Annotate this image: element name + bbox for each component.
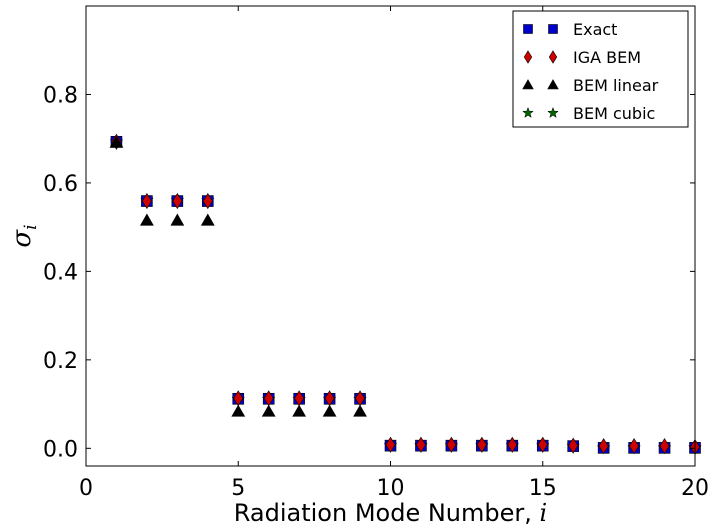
series-exact <box>110 135 701 454</box>
data-point-iga-bem <box>172 193 183 210</box>
data-point-bem-linear <box>261 404 276 417</box>
legend-label-bem-linear: BEM linear <box>573 76 659 95</box>
legend-label-iga-bem: IGA BEM <box>573 48 641 67</box>
axes-layer: 0 5 10 15 20 0.0 0.2 0.4 0.6 0.8 Radiation Mode Nu… <box>7 5 709 527</box>
y-tick-label: 0.6 <box>43 172 78 197</box>
data-point-iga-bem <box>537 436 548 453</box>
x-tick-label: 15 <box>529 476 557 501</box>
legend-entry-bem-linear: BEM linear <box>522 76 659 95</box>
legend-marker-exact <box>548 24 558 34</box>
data-point-bem-linear <box>353 404 367 417</box>
data-point-iga-bem <box>568 437 579 454</box>
series-bem-linear <box>109 135 367 417</box>
x-tick-label: 0 <box>79 476 93 501</box>
y-axis-label-symbol: σ <box>7 229 37 248</box>
data-point-bem-linear <box>140 213 154 226</box>
data-point-iga-bem <box>446 436 457 453</box>
series-iga-bem <box>111 133 700 456</box>
y-axis-label: σi <box>7 224 41 247</box>
x-axis-label-text: Radiation Mode Number, <box>234 499 540 527</box>
legend: Exact IGA BEM BEM linear BEM cubic <box>512 10 689 128</box>
data-point-bem-linear <box>322 404 337 417</box>
y-tick-label: 0.8 <box>43 83 78 108</box>
x-tick-label: 5 <box>231 476 245 501</box>
series-bem-cubic <box>109 134 702 454</box>
data-point-bem-linear <box>170 213 185 226</box>
legend-box <box>512 10 689 128</box>
data-point-iga-bem <box>385 436 396 453</box>
x-axis-label: Radiation Mode Number, i <box>234 499 547 527</box>
x-tick-label: 10 <box>377 476 405 501</box>
legend-entry-exact: Exact <box>523 20 617 39</box>
legend-entry-iga-bem: IGA BEM <box>523 48 641 67</box>
plot-layer <box>109 133 702 456</box>
legend-marker-bem-linear <box>547 79 559 90</box>
data-point-iga-bem <box>629 438 640 455</box>
legend-label-exact: Exact <box>573 20 617 39</box>
legend-marker-iga-bem <box>548 50 558 64</box>
y-tick-label: 0.2 <box>43 349 78 374</box>
legend-marker-exact <box>523 24 533 34</box>
x-axis-label-math: i <box>540 499 548 527</box>
data-point-iga-bem <box>507 436 518 453</box>
data-point-bem-linear <box>200 213 215 226</box>
y-axis-label-subscript: i <box>21 224 41 229</box>
legend-label-bem-cubic: BEM cubic <box>573 104 655 123</box>
x-tick-label: 20 <box>681 476 709 501</box>
legend-entry-bem-cubic: BEM cubic <box>522 104 655 123</box>
legend-marker-iga-bem <box>523 50 533 64</box>
data-point-iga-bem <box>659 438 670 455</box>
data-point-iga-bem <box>141 193 152 210</box>
data-point-iga-bem <box>202 193 213 210</box>
data-point-bem-linear <box>231 404 246 417</box>
data-point-iga-bem <box>598 438 609 455</box>
legend-marker-bem-cubic <box>522 106 534 118</box>
data-point-iga-bem <box>476 436 487 453</box>
y-tick-label: 0.0 <box>43 437 78 462</box>
y-tick-label: 0.4 <box>43 260 78 285</box>
data-point-bem-linear <box>109 135 124 148</box>
legend-marker-bem-cubic <box>547 106 559 118</box>
data-point-bem-linear <box>292 404 307 417</box>
legend-marker-bem-linear <box>522 79 534 90</box>
data-point-iga-bem <box>415 436 426 453</box>
